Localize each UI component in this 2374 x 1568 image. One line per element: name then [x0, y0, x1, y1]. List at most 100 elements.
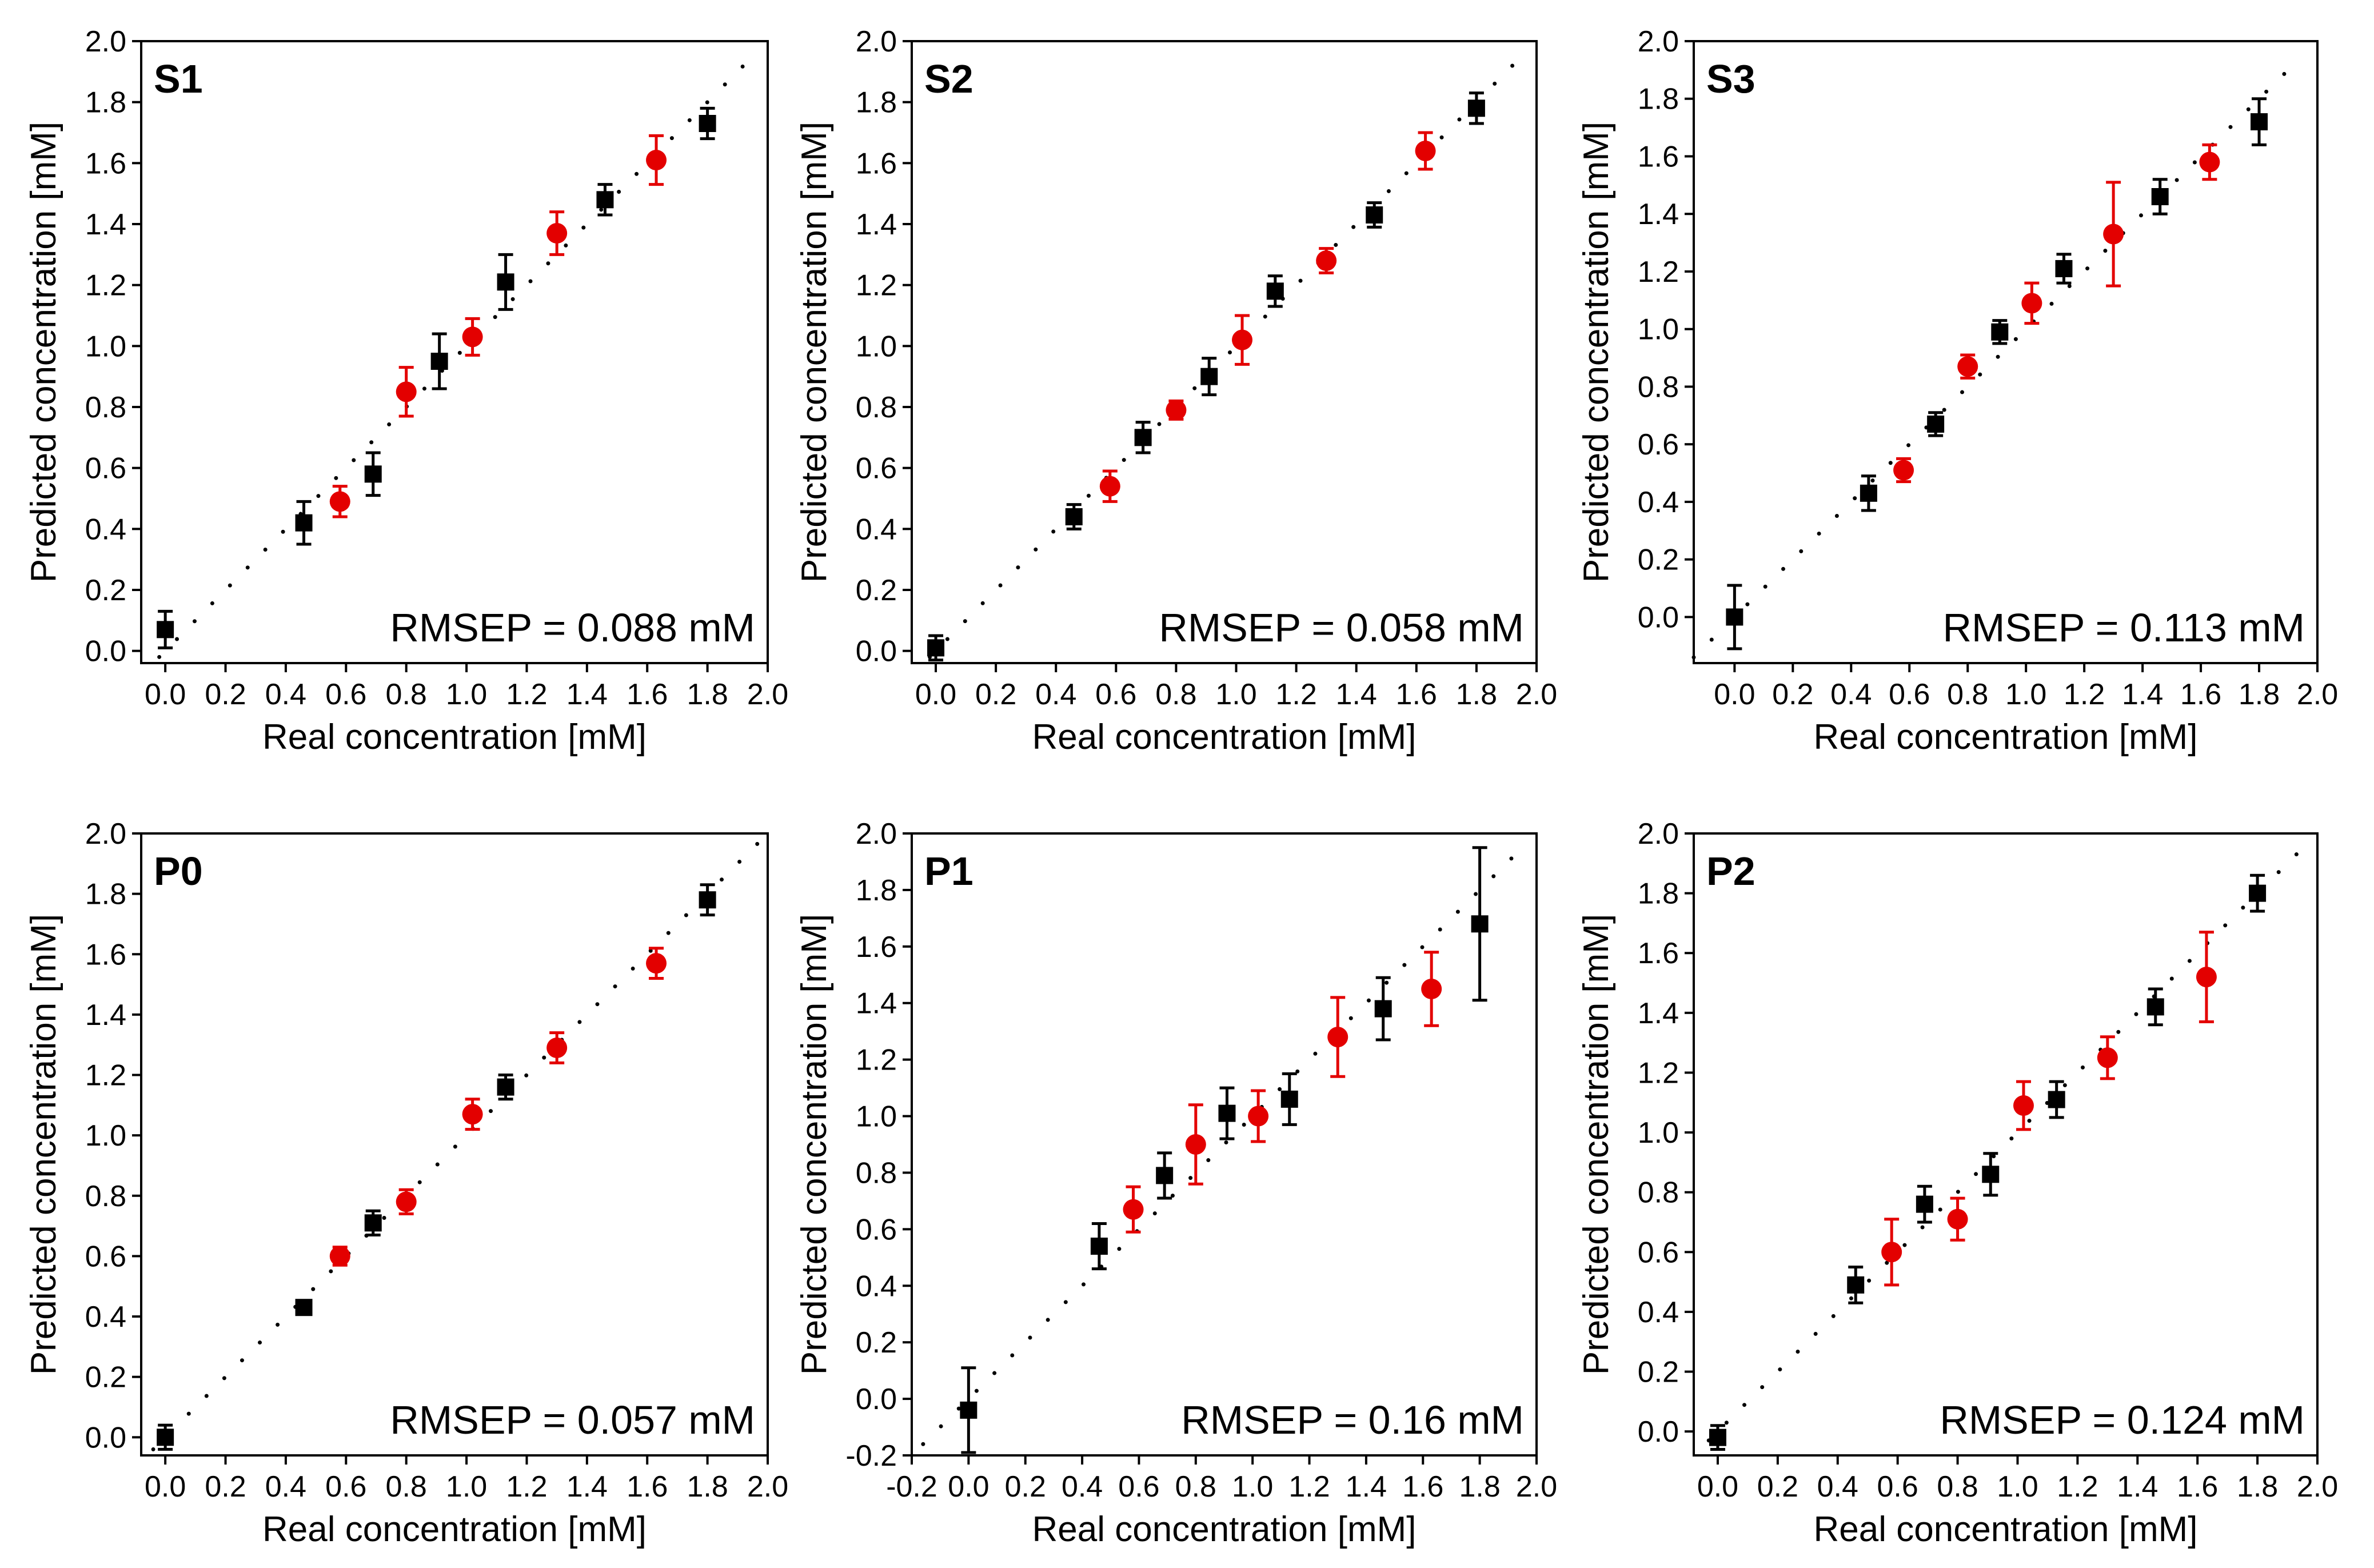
calibration-point — [699, 883, 716, 917]
x-tick-label: 0.2 — [975, 678, 1016, 711]
square-marker — [295, 514, 313, 532]
x-tick-label: 1.2 — [506, 1470, 547, 1503]
x-tick-label: 1.4 — [1336, 678, 1377, 711]
square-marker — [2146, 998, 2164, 1016]
x-tick-label: 2.0 — [2297, 678, 2338, 711]
square-marker — [1709, 1429, 1726, 1446]
panel-label: S2 — [924, 57, 973, 101]
x-tick-label: 1.0 — [1232, 1470, 1273, 1503]
x-tick-label: 0.2 — [1772, 678, 1813, 711]
circle-marker — [646, 150, 667, 170]
x-tick-label: 2.0 — [1516, 1470, 1557, 1503]
rmsep-annotation: RMSEP = 0.057 mM — [390, 1398, 755, 1442]
y-tick-label: 2.0 — [856, 817, 897, 851]
x-tick-label: 0.6 — [325, 678, 366, 711]
x-tick-label: 0.6 — [1889, 678, 1930, 711]
x-tick-label: 1.0 — [2005, 678, 2046, 711]
x-tick-label: 2.0 — [2297, 1470, 2338, 1503]
circle-marker — [1947, 1208, 1968, 1230]
square-marker — [2055, 260, 2073, 277]
calibration-point — [1266, 274, 1284, 308]
x-tick-label: 0.2 — [205, 1470, 246, 1503]
x-tick-label: 0.0 — [948, 1470, 989, 1503]
y-tick-label: 1.6 — [856, 931, 897, 964]
y-tick-label: 0.0 — [85, 635, 126, 668]
identity-line — [1706, 837, 2314, 1443]
panel-label: P1 — [924, 849, 973, 893]
validation-point — [1185, 1103, 1206, 1186]
x-tick-label: 0.4 — [1035, 678, 1076, 711]
circle-marker — [1893, 460, 1914, 481]
square-marker — [2251, 113, 2268, 131]
x-tick-label: 1.6 — [1402, 1470, 1443, 1503]
x-tick-label: 1.0 — [1997, 1470, 2038, 1503]
validation-point — [462, 317, 483, 357]
x-tick-label: 0.4 — [265, 678, 306, 711]
calibration-point — [1280, 1072, 1298, 1126]
x-tick-label: 1.8 — [687, 678, 728, 711]
rmsep-annotation: RMSEP = 0.16 mM — [1181, 1398, 1524, 1442]
square-marker — [295, 1299, 313, 1316]
circle-marker — [1232, 329, 1253, 350]
x-tick-label: 0.8 — [1155, 678, 1196, 711]
validation-point — [2021, 281, 2042, 325]
x-tick-label: 1.0 — [446, 1470, 487, 1503]
circle-marker — [396, 1191, 417, 1212]
x-tick-label: 0.8 — [1175, 1470, 1216, 1503]
rmsep-annotation: RMSEP = 0.058 mM — [1159, 605, 1524, 650]
x-tick-label: 1.8 — [2239, 678, 2280, 711]
y-tick-label: 0.8 — [85, 391, 126, 424]
y-tick-label: 1.6 — [1638, 937, 1679, 970]
y-tick-label: 0.2 — [1638, 1356, 1679, 1389]
circle-marker — [1123, 1199, 1144, 1220]
x-tick-label: 1.8 — [1459, 1470, 1500, 1503]
y-tick-label: 1.0 — [1638, 313, 1679, 346]
circle-marker — [396, 381, 417, 402]
validation-point — [1327, 996, 1348, 1078]
square-marker — [927, 639, 945, 657]
circle-marker — [329, 1246, 350, 1267]
y-tick-label: 0.4 — [1638, 486, 1679, 519]
calibration-point — [2055, 253, 2073, 285]
x-axis-title: Real concentration [mM] — [1814, 1510, 2198, 1549]
y-tick-label: 0.8 — [856, 391, 897, 424]
calibration-point — [1471, 846, 1489, 1002]
validation-point — [329, 485, 350, 518]
y-tick-label: 1.0 — [856, 1100, 897, 1134]
x-tick-label: 0.0 — [1697, 1470, 1738, 1503]
validation-point — [1415, 131, 1436, 171]
circle-marker — [1185, 1134, 1206, 1155]
x-tick-label: 1.8 — [1456, 678, 1497, 711]
square-marker — [1991, 323, 2009, 341]
validation-point — [1421, 951, 1442, 1027]
validation-point — [462, 1098, 483, 1131]
circle-marker — [1248, 1106, 1269, 1127]
y-axis-title: Predicted concentration [mM] — [24, 122, 63, 582]
calibration-point — [430, 332, 448, 390]
square-marker — [430, 353, 448, 370]
x-tick-label: 0.0 — [915, 678, 956, 711]
panel-s1: 0.0 0.2 0.4 0.6 0.8 1.0 1.2 1.4 1.6 1.8 2.0 0.0 0.2 0… — [24, 25, 788, 757]
x-tick-label: 1.8 — [2237, 1470, 2278, 1503]
identity-line — [157, 57, 752, 659]
validation-point — [396, 366, 417, 418]
panel-p0: 0.0 0.2 0.4 0.6 0.8 1.0 1.2 1.4 1.6 1.8 2.0 0.0 0.2 0… — [24, 817, 788, 1549]
x-tick-label: 1.6 — [2177, 1470, 2218, 1503]
x-tick-label: 0.8 — [386, 678, 427, 711]
rmsep-annotation: RMSEP = 0.088 mM — [390, 605, 755, 650]
square-marker — [699, 115, 716, 132]
x-axis-title: Real concentration [mM] — [1032, 1510, 1417, 1549]
y-tick-label: 1.8 — [856, 874, 897, 907]
y-tick-label: 0.6 — [85, 452, 126, 485]
y-tick-label: 0.0 — [1638, 601, 1679, 634]
square-marker — [1982, 1166, 2000, 1183]
calibration-point — [497, 253, 514, 311]
calibration-point — [157, 1423, 174, 1451]
x-tick-label: 1.6 — [1396, 678, 1437, 711]
y-tick-label: 1.4 — [856, 208, 897, 241]
x-tick-label: 1.4 — [2117, 1470, 2158, 1503]
square-marker — [1916, 1195, 1933, 1213]
circle-marker — [546, 1037, 568, 1058]
validation-point — [646, 947, 667, 980]
y-tick-label: 1.6 — [856, 147, 897, 180]
